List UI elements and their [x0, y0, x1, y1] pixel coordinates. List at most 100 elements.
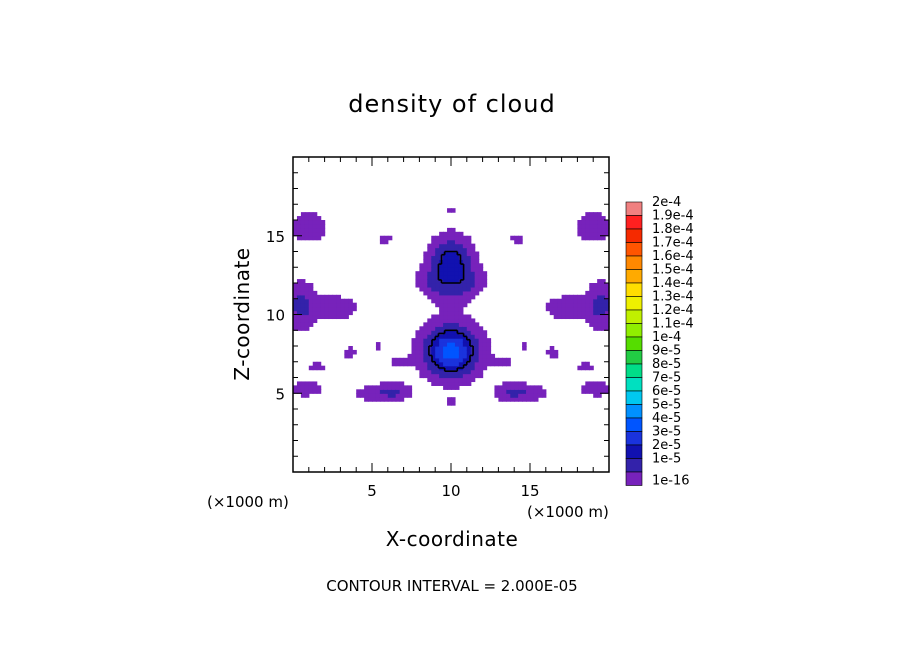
density-cell — [395, 357, 401, 363]
density-cell — [451, 377, 456, 383]
density-cell — [419, 267, 424, 272]
density-cell — [431, 342, 436, 347]
density-cell — [486, 346, 492, 351]
density-cell — [593, 216, 598, 221]
density-cell — [447, 208, 452, 213]
density-cell — [375, 346, 381, 351]
density-cell — [451, 310, 456, 316]
density-cell — [466, 243, 472, 249]
density-cell — [605, 290, 610, 296]
density-cell — [447, 385, 452, 390]
density-cell — [419, 263, 424, 268]
density-cell — [549, 346, 555, 351]
density-cell — [443, 322, 448, 327]
density-cell — [510, 385, 515, 390]
density-cell — [454, 294, 460, 300]
density-cell — [419, 361, 424, 367]
density-cell — [510, 389, 515, 394]
density-cell — [585, 227, 590, 233]
density-cell — [451, 231, 456, 237]
density-cell — [427, 357, 432, 363]
density-cell — [308, 231, 314, 237]
density-cell — [605, 318, 610, 323]
density-cell — [423, 275, 428, 280]
density-cell — [312, 220, 318, 225]
density-cell — [439, 247, 444, 253]
density-cell — [304, 216, 310, 221]
density-cell — [482, 283, 488, 288]
density-cell — [466, 365, 472, 371]
density-cell — [486, 342, 492, 347]
density-cell — [300, 220, 306, 225]
density-cell — [470, 294, 476, 300]
density-cell — [451, 385, 456, 390]
colorbar-swatch — [625, 390, 643, 405]
density-cell — [462, 373, 468, 379]
density-cell — [466, 322, 472, 327]
density-cell — [439, 263, 444, 268]
density-cell — [312, 216, 318, 221]
density-cell — [439, 330, 444, 335]
density-cell — [423, 326, 428, 331]
density-cell — [391, 357, 397, 363]
density-cell — [399, 357, 405, 363]
density-cell — [474, 353, 480, 359]
density-cell — [454, 377, 460, 383]
density-cell — [423, 373, 428, 379]
y-axis-label: Z-coordinate — [230, 247, 254, 380]
density-cell — [443, 243, 448, 249]
density-cell — [458, 294, 464, 300]
density-cell — [308, 290, 314, 296]
density-cell — [296, 385, 302, 390]
density-cell — [462, 326, 468, 331]
density-cell — [474, 365, 480, 371]
density-cell — [458, 381, 464, 386]
density-cell — [395, 381, 401, 386]
colorbar-swatch — [625, 350, 643, 365]
density-cell — [462, 365, 468, 371]
density-cell — [439, 338, 444, 343]
density-cell — [601, 322, 606, 327]
density-cell — [589, 286, 594, 292]
density-cell — [451, 243, 456, 249]
density-cell — [435, 349, 440, 355]
density-cell — [431, 373, 436, 379]
density-cell — [360, 393, 365, 398]
density-cell — [581, 302, 586, 308]
density-cell — [304, 314, 310, 320]
density-cell — [470, 263, 476, 268]
density-cell — [387, 385, 393, 390]
density-cell — [304, 310, 310, 316]
density-cell — [340, 306, 345, 312]
density-cell — [304, 212, 310, 217]
density-cell — [383, 235, 389, 241]
density-cell — [502, 381, 507, 386]
density-cell — [494, 389, 499, 394]
density-cell — [423, 279, 428, 284]
density-cell — [589, 212, 594, 217]
density-cell — [431, 283, 436, 288]
density-cell — [585, 212, 590, 217]
density-cell — [308, 322, 314, 327]
density-cell — [458, 235, 464, 241]
density-cell — [415, 361, 420, 367]
density-cell — [348, 298, 353, 304]
density-cell — [462, 381, 468, 386]
density-cell — [593, 322, 598, 327]
density-cell — [427, 294, 432, 300]
density-cell — [399, 393, 405, 398]
density-cell — [293, 326, 298, 331]
density-cell — [427, 377, 432, 383]
density-cell — [462, 298, 468, 304]
density-cell — [324, 306, 330, 312]
density-cell — [451, 361, 456, 367]
density-cell — [439, 251, 444, 257]
density-cell — [352, 302, 357, 308]
density-cell — [597, 314, 602, 320]
density-cell — [375, 397, 381, 402]
density-cell — [593, 393, 598, 398]
density-cell — [573, 306, 578, 312]
density-cell — [581, 223, 586, 229]
density-cell — [581, 314, 586, 320]
